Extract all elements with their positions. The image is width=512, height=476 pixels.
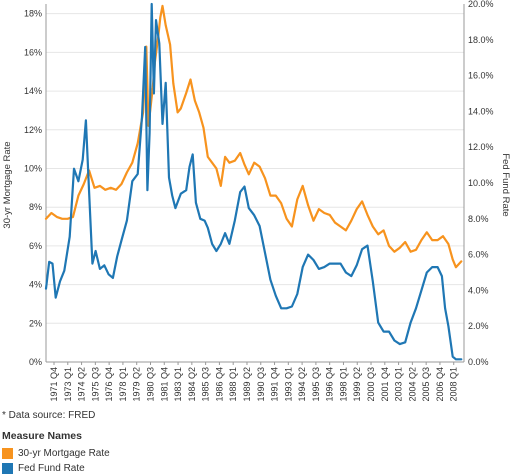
x-tick-label: 1983 Q1 (173, 367, 183, 402)
x-tick-label: 2003 Q1 (394, 367, 404, 402)
x-tick-label: 2004 Q2 (407, 367, 417, 402)
x-tick-label: 1974 Q2 (77, 367, 87, 402)
x-tick-label: 1985 Q3 (201, 367, 211, 402)
left-tick-label: 4% (29, 280, 42, 290)
right-tick-label: 20.0% (468, 0, 494, 9)
left-tick-label: 16% (24, 47, 42, 57)
right-axis: 0.0% 2.0% 4.0% 6.0% 8.0% 10.0% 12.0% 14.0% 16.0%… (463, 0, 494, 367)
x-tick-label: 1991 Q4 (270, 367, 280, 402)
x-tick-label: 1975 Q3 (90, 367, 100, 402)
x-tick-label: 1994 Q2 (297, 367, 307, 402)
x-tick-label: 1995 Q3 (311, 367, 321, 402)
left-axis: 0% 2% 4% 6% 8% 10% 12% 14% 16% 18% (24, 4, 47, 367)
left-tick-label: 10% (24, 163, 42, 173)
left-tick-label: 6% (29, 241, 42, 251)
x-tick-label: 1980 Q3 (145, 367, 155, 402)
x-tick-label: 1979 Q2 (132, 367, 142, 402)
right-tick-label: 4.0% (468, 285, 489, 295)
fed-fund-rate-line (44, 2, 463, 361)
x-tick-label: 1996 Q4 (325, 367, 335, 402)
gridlines (46, 13, 464, 363)
left-tick-label: 8% (29, 202, 42, 212)
left-tick-label: 0% (29, 357, 42, 367)
right-tick-label: 0.0% (468, 357, 489, 367)
x-tick-label: 2006 Q4 (435, 367, 445, 402)
x-tick-label: 1998 Q1 (338, 367, 348, 402)
x-tick-label: 1971 Q4 (49, 367, 59, 402)
legend-label-mortgage: 30-yr Mortgage Rate (18, 448, 110, 459)
x-tick-label: 1988 Q1 (228, 367, 238, 402)
x-tick-label: 2000 Q3 (366, 367, 376, 402)
legend-swatch-mortgage (2, 448, 13, 459)
legend-item-mortgage[interactable]: 30-yr Mortgage Rate (2, 446, 110, 461)
right-tick-label: 12.0% (468, 142, 494, 152)
x-tick-label: 1986 Q4 (214, 367, 224, 402)
x-tick-label: 1978 Q1 (118, 367, 128, 402)
legend-title: Measure Names (2, 430, 82, 442)
x-tick-label: 1976 Q4 (104, 367, 114, 402)
left-tick-label: 18% (24, 9, 42, 19)
x-tick-label: 2008 Q1 (449, 367, 459, 402)
legend-swatch-fed (2, 463, 13, 474)
x-tick-label: 2001 Q4 (380, 367, 390, 402)
right-tick-label: 18.0% (468, 35, 494, 45)
right-tick-label: 6.0% (468, 250, 489, 260)
legend-item-fed[interactable]: Fed Fund Rate (2, 461, 110, 476)
right-tick-label: 10.0% (468, 178, 494, 188)
series-layer (44, 2, 463, 361)
left-tick-label: 2% (29, 318, 42, 328)
x-tick-label: 1999 Q2 (352, 367, 362, 402)
right-tick-label: 2.0% (468, 321, 489, 331)
right-tick-label: 8.0% (468, 214, 489, 224)
x-tick-label: 1981 Q4 (159, 367, 169, 402)
x-tick-label: 2005 Q3 (421, 367, 431, 402)
x-tick-label: 1984 Q2 (187, 367, 197, 402)
right-axis-title: Fed Fund Rate (500, 153, 511, 216)
data-source-footnote: * Data source: FRED (2, 410, 96, 421)
x-axis: 1971 Q4 1973 Q1 1974 Q2 1975 Q3 1976 Q4 1978 … (46, 361, 464, 402)
legend-label-fed: Fed Fund Rate (18, 463, 85, 474)
x-tick-label: 1989 Q2 (242, 367, 252, 402)
x-tick-label: 1990 Q3 (256, 367, 266, 402)
right-tick-label: 16.0% (468, 71, 494, 81)
left-axis-title: 30-yr Mortgage Rate (2, 141, 13, 228)
legend: Measure Names 30-yr Mortgage Rate Fed Fu… (2, 430, 110, 476)
dual-axis-line-chart: 0% 2% 4% 6% 8% 10% 12% 14% 16% 18% 0.0% 2.0% 4.0% 6.… (2, 0, 511, 402)
x-tick-label: 1993 Q1 (283, 367, 293, 402)
left-tick-label: 12% (24, 125, 42, 135)
right-tick-label: 14.0% (468, 106, 494, 116)
mortgage-rate-line (44, 4, 463, 269)
x-tick-label: 1973 Q1 (63, 367, 73, 402)
left-tick-label: 14% (24, 86, 42, 96)
